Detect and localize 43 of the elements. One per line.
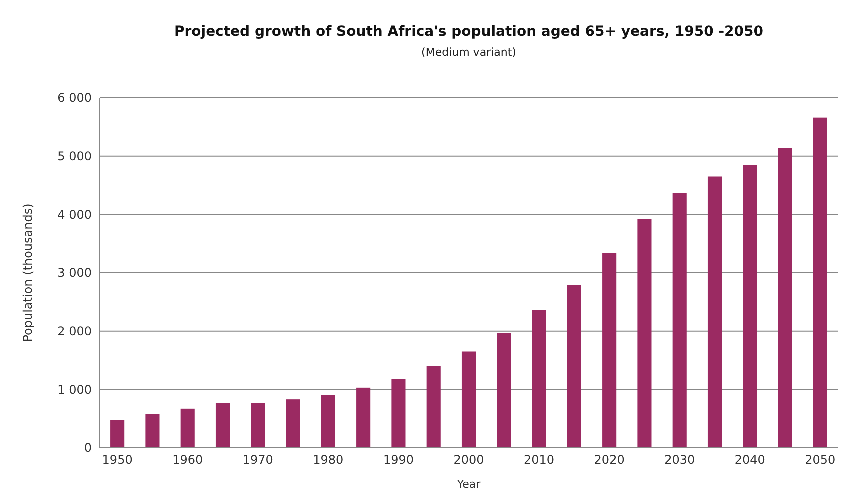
bar (110, 420, 125, 448)
bar (813, 118, 828, 448)
x-tick-label: 2050 (805, 453, 836, 467)
x-tick-label: 1950 (102, 453, 133, 467)
y-tick-label: 5 000 (58, 150, 92, 164)
bar (497, 333, 512, 448)
x-tick-label: 2040 (734, 453, 766, 467)
x-tick-label: 2020 (594, 453, 625, 467)
bar (638, 219, 652, 448)
x-tick-label: 2010 (524, 453, 555, 467)
bar (146, 414, 160, 448)
y-tick-label: 4 000 (58, 208, 92, 222)
x-tick-label: 1990 (383, 453, 414, 467)
x-tick-label: 2030 (664, 453, 696, 467)
bar (532, 310, 546, 448)
bar (426, 366, 441, 448)
x-axis-title: Year (456, 478, 482, 491)
chart-title: Projected growth of South Africa's population aged 65+ years, 1950 -2050 (174, 24, 764, 40)
x-tick-label: 1960 (172, 453, 204, 467)
bar (672, 193, 687, 448)
bar (743, 165, 758, 448)
y-tick-label: 6 000 (58, 91, 92, 106)
bar (778, 148, 792, 448)
x-tick-label: 2000 (454, 453, 484, 467)
x-tick-label: 1980 (313, 453, 344, 467)
bar (462, 352, 476, 448)
y-axis-title: Population (thousands) (21, 204, 35, 342)
y-tick-label: 1 000 (58, 382, 92, 397)
x-tick-label: 1970 (242, 453, 274, 467)
bar (356, 388, 371, 448)
bar (321, 396, 336, 448)
bar (251, 403, 266, 448)
chart-subtitle: (Medium variant) (422, 46, 516, 59)
bar (392, 379, 406, 448)
y-tick-label: 0 (84, 441, 92, 456)
bar (567, 285, 582, 448)
y-tick-label: 2 000 (58, 324, 92, 339)
bar (180, 408, 195, 448)
bar (602, 253, 617, 448)
bar (286, 400, 300, 448)
y-tick-label: 3 000 (58, 266, 92, 280)
bar (708, 176, 722, 448)
bar (216, 403, 230, 448)
